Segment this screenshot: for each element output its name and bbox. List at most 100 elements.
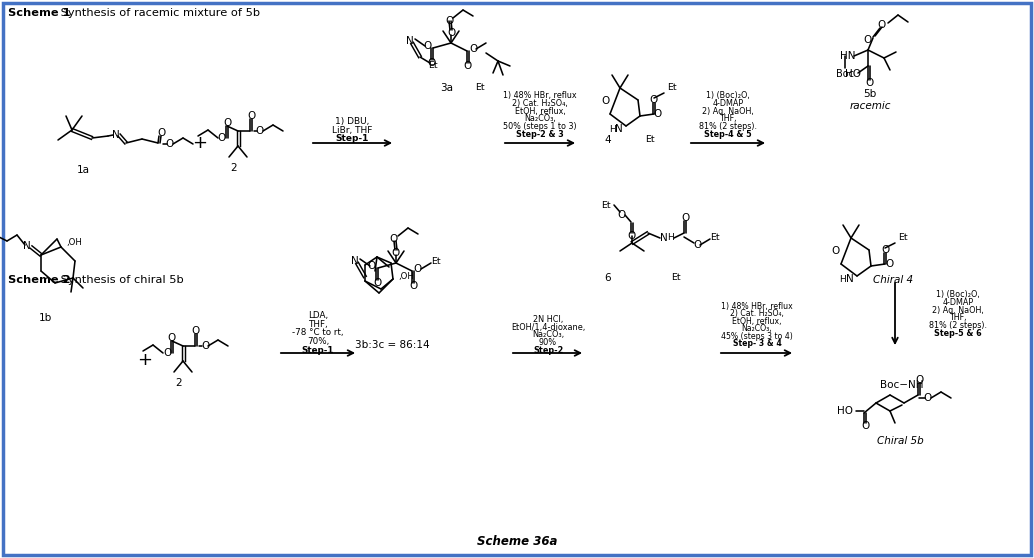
Text: 81% (2 steps).: 81% (2 steps). <box>699 122 757 131</box>
Text: O: O <box>693 240 701 250</box>
Text: Et: Et <box>671 273 680 282</box>
Text: O: O <box>168 333 176 343</box>
Text: Step-4 & 5: Step-4 & 5 <box>704 130 752 139</box>
Text: O: O <box>218 133 226 143</box>
Text: O: O <box>201 341 209 351</box>
Text: HN: HN <box>841 51 856 61</box>
Text: Synthesis of racemic mixture of 5b: Synthesis of racemic mixture of 5b <box>57 8 261 18</box>
Text: 1b: 1b <box>38 313 52 323</box>
Text: LiBr, THF: LiBr, THF <box>332 126 372 134</box>
Text: O: O <box>680 213 689 223</box>
Text: 4: 4 <box>605 135 611 145</box>
Text: O: O <box>832 246 840 256</box>
Text: Et: Et <box>710 233 720 242</box>
Text: N: N <box>846 274 854 284</box>
Text: Chiral 4: Chiral 4 <box>873 275 913 285</box>
Text: O: O <box>653 109 662 119</box>
Text: O: O <box>447 28 455 38</box>
Text: O: O <box>923 393 932 403</box>
Text: Et: Et <box>899 233 908 243</box>
Text: Scheme 36a: Scheme 36a <box>477 535 557 548</box>
Text: 2) Aq. NaOH,: 2) Aq. NaOH, <box>702 107 754 116</box>
Text: Et: Et <box>476 84 485 93</box>
Text: Scheme 1: Scheme 1 <box>8 8 70 18</box>
Text: 90%: 90% <box>539 339 557 348</box>
Text: O: O <box>468 44 477 54</box>
Text: 5b: 5b <box>863 89 877 99</box>
Text: O: O <box>223 118 232 128</box>
Text: +: + <box>138 351 152 369</box>
Text: O: O <box>861 421 870 431</box>
Text: O: O <box>192 326 201 336</box>
Text: Chiral 5b: Chiral 5b <box>877 436 923 446</box>
Text: O: O <box>650 95 658 105</box>
Text: Na₂CO₃,: Na₂CO₃, <box>531 330 565 339</box>
Text: Et: Et <box>601 200 611 209</box>
Text: 2) Cat. H₂SO₄,: 2) Cat. H₂SO₄, <box>512 99 568 108</box>
Text: ,OH: ,OH <box>66 238 82 248</box>
Text: Scheme 2: Scheme 2 <box>8 275 70 285</box>
Text: Boc−NH: Boc−NH <box>880 380 923 390</box>
Text: EtOH/1,4-dioxane,: EtOH/1,4-dioxane, <box>511 323 585 331</box>
Text: 2N HCl,: 2N HCl, <box>533 315 564 324</box>
Text: 3b:3c = 86:14: 3b:3c = 86:14 <box>355 340 429 350</box>
Text: O: O <box>163 348 171 358</box>
Text: 2) Cat. H₂SO₄,: 2) Cat. H₂SO₄, <box>730 309 784 318</box>
Text: H: H <box>840 275 847 283</box>
Text: N: N <box>352 256 359 266</box>
Text: -78 °C to rt,: -78 °C to rt, <box>293 329 343 338</box>
Text: O: O <box>445 16 453 26</box>
Text: N: N <box>615 124 622 134</box>
Text: O: O <box>863 35 872 45</box>
Text: 1) (Boc)₂O,: 1) (Boc)₂O, <box>936 290 980 299</box>
Text: Step-2 & 3: Step-2 & 3 <box>516 130 564 139</box>
Text: O: O <box>368 261 376 271</box>
Text: LDA,: LDA, <box>308 311 328 320</box>
Text: Na₂CO₃,: Na₂CO₃, <box>524 114 556 123</box>
Text: Step-1: Step-1 <box>335 134 369 143</box>
Text: 2: 2 <box>231 163 238 173</box>
Text: N: N <box>406 36 414 46</box>
Text: 1) DBU,: 1) DBU, <box>335 117 369 126</box>
Text: N: N <box>660 233 668 243</box>
Text: 1a: 1a <box>77 165 90 175</box>
Text: H: H <box>668 233 674 243</box>
Text: O: O <box>878 20 886 30</box>
Text: HO: HO <box>837 406 853 416</box>
Text: O: O <box>423 41 431 51</box>
Text: THF,: THF, <box>308 320 328 329</box>
Text: Synthesis of chiral 5b: Synthesis of chiral 5b <box>57 275 184 285</box>
Text: 1) (Boc)₂O,: 1) (Boc)₂O, <box>706 91 750 100</box>
Text: O: O <box>373 278 382 288</box>
Text: 2) Aq. NaOH,: 2) Aq. NaOH, <box>932 306 984 315</box>
Text: O: O <box>864 78 873 88</box>
Text: Step-5 & 6: Step-5 & 6 <box>934 329 982 338</box>
Text: O: O <box>618 210 627 220</box>
Text: O: O <box>628 231 636 241</box>
Text: 50% (steps 1 to 3): 50% (steps 1 to 3) <box>504 122 577 131</box>
Text: Et: Et <box>645 136 655 145</box>
Text: O: O <box>885 259 893 269</box>
Text: O: O <box>601 96 609 106</box>
Text: 1) 48% HBr, reflux: 1) 48% HBr, reflux <box>504 91 577 100</box>
Text: O: O <box>408 281 417 291</box>
Text: Boc: Boc <box>837 69 854 79</box>
Text: O: O <box>165 139 174 149</box>
Text: N: N <box>23 241 31 251</box>
Text: Et: Et <box>667 84 677 93</box>
Text: O: O <box>428 58 436 68</box>
Text: O: O <box>414 264 422 274</box>
Text: EtOH, reflux,: EtOH, reflux, <box>732 317 782 326</box>
Text: H: H <box>609 124 615 133</box>
Text: +: + <box>192 134 208 152</box>
Text: 4-DMAP: 4-DMAP <box>942 298 974 307</box>
Text: O: O <box>464 61 473 71</box>
Text: 3a: 3a <box>440 83 454 93</box>
Text: HO: HO <box>845 69 861 79</box>
Text: O: O <box>881 245 889 255</box>
Text: 81% (2 steps).: 81% (2 steps). <box>929 321 987 330</box>
Text: O: O <box>255 126 264 136</box>
Text: Step-1: Step-1 <box>302 345 334 354</box>
Text: 6: 6 <box>605 273 611 283</box>
Text: O: O <box>157 128 165 138</box>
